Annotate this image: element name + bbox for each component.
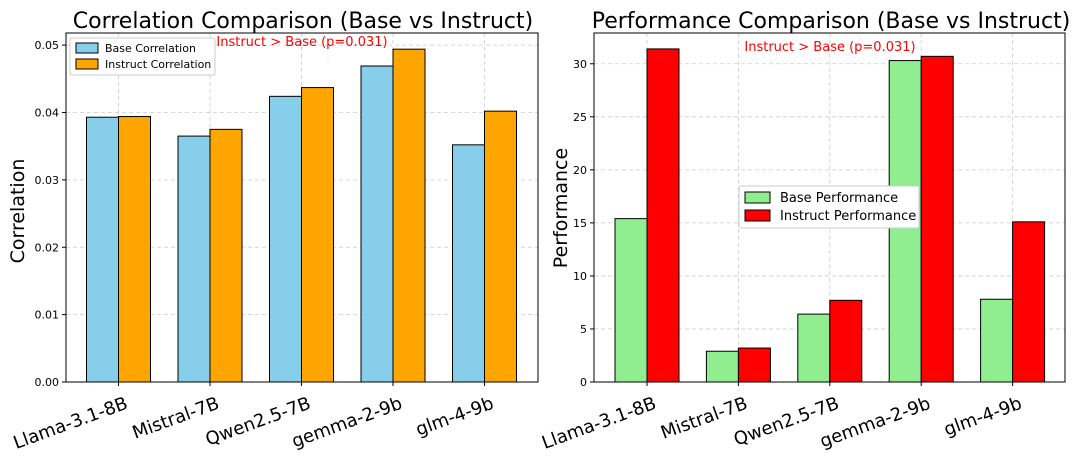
bar-base-3 [797,313,831,383]
x-tick-label: Llama-3.1-8B [539,393,659,454]
y-tick-label: 0.03 [35,174,60,187]
x-tick-label: glm-4-9b [413,393,497,441]
y-tick-label: 0.01 [35,309,60,322]
y-tick-label: 15 [573,217,587,230]
performance-chart: Performance Comparison (Base vs Instruct… [539,9,1070,454]
y-tick-label: 25 [573,111,587,124]
bar-instruct-1 [118,116,151,383]
y-tick-label: 5 [580,323,587,336]
y-tick-label: 10 [573,270,587,283]
y-tick-label: 0.00 [35,376,60,389]
bar-base-5 [980,298,1014,383]
legend-swatch-base [744,191,771,204]
y-ticks: 0.00 0.01 0.02 0.03 0.04 0.05 [35,39,66,389]
y-tick-label: 0.02 [35,241,60,254]
bar-instruct-2 [209,128,243,383]
y-axis-label: Performance [550,148,572,268]
legend-label-instruct: Instruct Correlation [105,58,211,71]
legend-box [69,37,216,76]
legend-label-base: Base Correlation [105,42,196,55]
annotation: Instruct > Base (p=0.031) [744,40,915,55]
y-tick-label: 0.05 [35,39,60,52]
annotation: Instruct > Base (p=0.031) [216,35,387,50]
legend: Base Performance Instruct Performance [738,185,920,229]
y-tick-label: 30 [573,58,587,71]
bar-instruct-4 [920,55,954,383]
x-ticks: Llama-3.1-8BMistral-7BQwen2.5-7Bgemma-2-… [539,382,1025,454]
y-tick-label: 0.04 [35,107,60,120]
legend-box [738,185,920,229]
bar-base-1 [614,218,648,383]
legend-label-instruct: Instruct Performance [780,209,916,224]
bar-instruct-5 [484,110,517,383]
bar-instruct-5 [1012,221,1046,383]
y-axis-label: Correlation [7,159,29,264]
chart-title: Performance Comparison (Base vs Instruct… [592,9,1071,34]
bar-base-3 [269,95,302,383]
x-tick-label: glm-4-9b [941,393,1025,441]
y-ticks: 0 5 10 15 20 25 30 [573,58,594,389]
correlation-chart: Correlation Comparison (Base vs Instruct… [7,9,539,454]
legend-swatch-instruct [75,58,99,70]
chart-title: Correlation Comparison (Base vs Instruct… [73,9,533,34]
bar-instruct-3 [301,87,334,383]
bar-instruct-4 [392,48,426,383]
bar-base-2 [705,350,739,383]
bar-instruct-3 [829,299,863,383]
bar-instruct-2 [737,347,771,383]
bar-base-5 [452,144,485,383]
bar-base-4 [360,65,394,383]
bars [86,48,517,383]
y-tick-label: 0 [580,376,587,389]
legend-swatch-base [75,42,99,54]
bar-base-2 [177,135,211,383]
legend-swatch-instruct [744,209,771,222]
y-tick-label: 20 [573,164,587,177]
bar-base-1 [86,116,119,383]
x-tick-label: Llama-3.1-8B [11,393,131,454]
legend: Base Correlation Instruct Correlation [69,37,216,76]
legend-label-base: Base Performance [780,191,898,206]
bar-instruct-1 [646,48,680,383]
